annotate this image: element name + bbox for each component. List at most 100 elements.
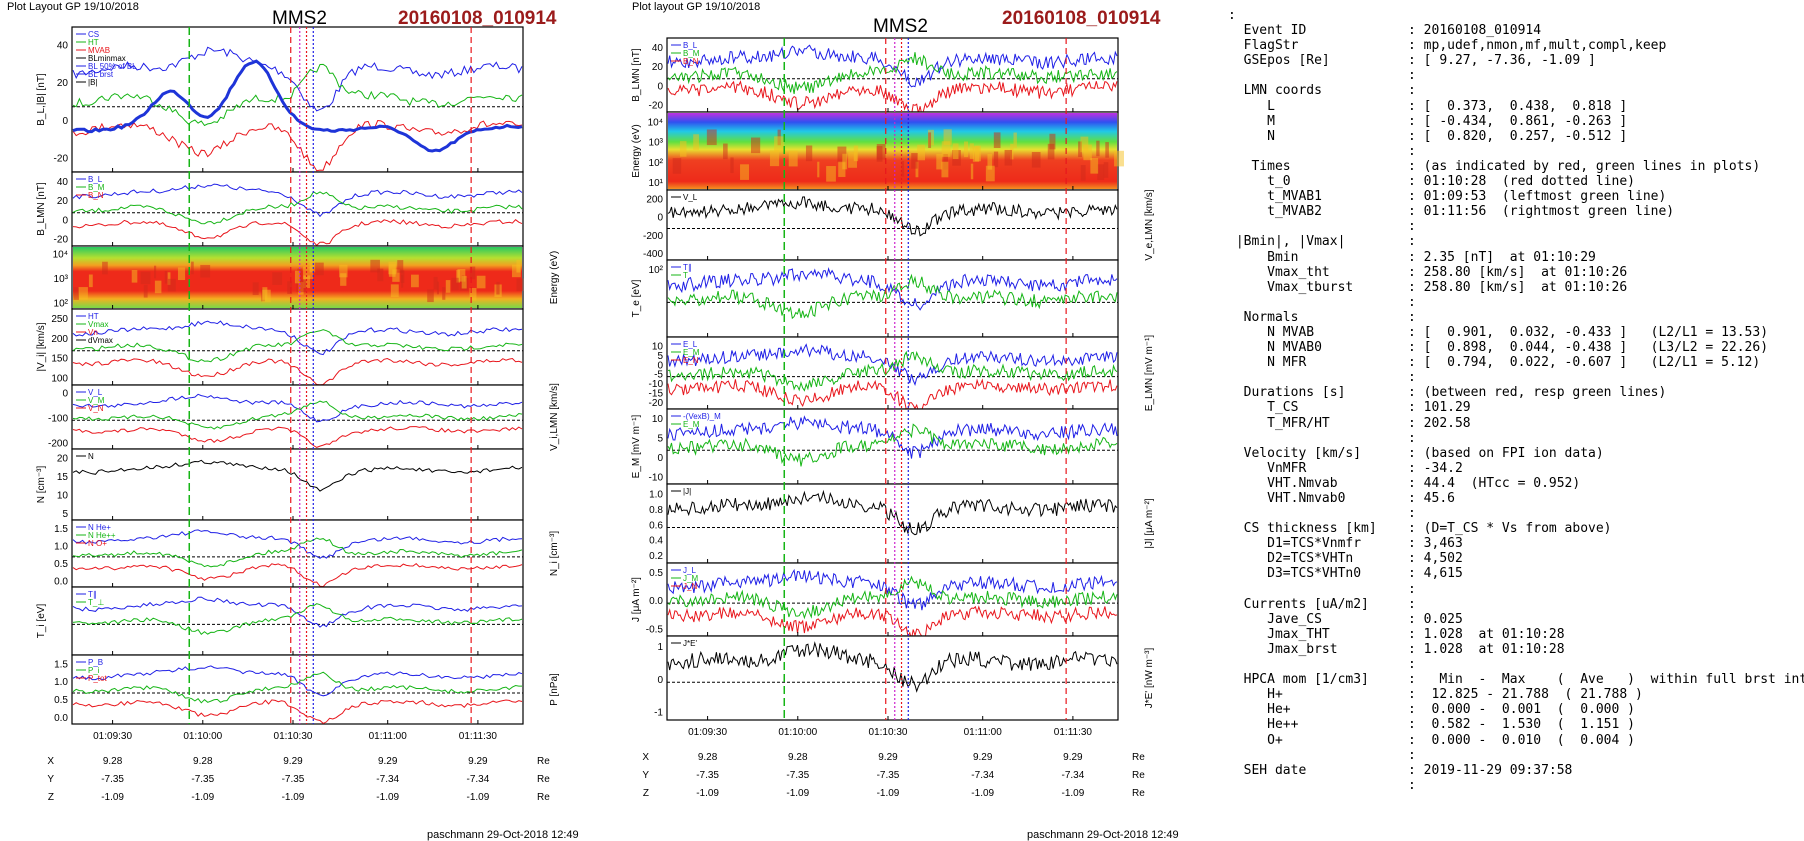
left-panel-1-legend-label: BL brst [88, 70, 114, 79]
middle-pos-value: -7.35 [877, 770, 900, 781]
middle-panel-5-series-3 [667, 378, 1118, 412]
middle-spectrogram-streak [838, 161, 846, 177]
middle-spectrogram-streak [1097, 164, 1105, 180]
middle-spectrogram-streak [915, 161, 919, 178]
left-panel-8-series-2 [72, 603, 523, 636]
left-spectrogram-streak [401, 275, 404, 288]
middle-panel-7-ylabel: |J| [μA m⁻²] [1144, 498, 1155, 548]
middle-header: Plot layout GP 19/10/2018 [632, 1, 761, 13]
left-spectrogram-streak [140, 271, 151, 285]
middle-spectrogram-streak [993, 132, 1001, 148]
left-spectrogram-streak [339, 264, 348, 278]
left-panel-7-ylabel: N_i [cm⁻³] [549, 531, 560, 577]
left-panel-7-series-1 [72, 529, 523, 559]
middle-spectrogram-streak [970, 163, 974, 180]
left-panel-2-series-2 [72, 190, 523, 225]
left-panel-5-series-3 [72, 426, 523, 448]
middle-spectrogram-streak [952, 143, 959, 160]
left-footer: paschmann 29-Oct-2018 12:49 [427, 829, 579, 841]
middle-spectrogram-streak [876, 146, 883, 162]
middle-spectrogram-streak [817, 161, 820, 178]
middle-pos-row-label: X [642, 752, 649, 763]
middle-panel-8-ytick: 0.5 [649, 568, 663, 579]
middle-panel-3-legend-label: V_L [683, 193, 698, 202]
middle-pos-value: -1.09 [1062, 788, 1085, 799]
middle-time-tick-label: 01:11:00 [964, 727, 1003, 738]
left-spectrogram-streak [340, 273, 347, 286]
left-panel-9-ytick: 1.0 [54, 677, 68, 688]
middle-panel-8-legend-label: J_M [683, 574, 698, 583]
left-panel-5-legend-label: V_M [88, 396, 105, 405]
left-spectrogram-streak [296, 279, 307, 293]
middle-spectrogram-streak [943, 129, 952, 145]
middle-spectrogram-streak [751, 137, 761, 154]
left-panel-5-legend-label: V_L [88, 388, 103, 397]
middle-pos-row-label: Y [642, 770, 649, 781]
left-time-tick-label: 01:10:00 [183, 731, 222, 742]
left-panel-6-ytick: 5 [62, 509, 68, 520]
middle-spectrogram-streak [1083, 144, 1092, 161]
left-spectrogram-streak [516, 278, 524, 292]
left-pos-row-label: Z [48, 792, 54, 803]
middle-panel-1-series-3 [667, 80, 1118, 118]
middle-spectrogram-streak [1078, 141, 1082, 158]
left-pos-value: -7.35 [282, 774, 305, 785]
left-pos-value: 9.29 [468, 756, 488, 767]
left-spectrogram-streak [469, 287, 477, 301]
left-pos-row-label: X [47, 756, 54, 767]
middle-pos-value: 9.29 [878, 752, 898, 763]
middle-time-tick-label: 01:10:00 [778, 727, 817, 738]
middle-panel-3-series-1 [667, 196, 1118, 237]
left-time-tick-label: 01:09:30 [93, 731, 132, 742]
left-panel-9-series-1 [72, 665, 523, 697]
left-time-tick-label: 01:10:30 [274, 731, 313, 742]
left-panel-4-ytick: 200 [51, 334, 68, 345]
left-panel-9-series-2 [72, 671, 522, 704]
left-panel-4-ytick: 100 [51, 373, 68, 384]
middle-panel-5-ytick: 0 [657, 360, 663, 371]
left-panel-8-legend-label: T∥ [88, 590, 97, 599]
middle-spectrogram-streak [928, 132, 932, 149]
middle-panel-1-legend-label: B_N [683, 57, 699, 66]
left-spectrogram-streak [370, 259, 380, 273]
middle-panel-8-ytick: 0.0 [649, 596, 663, 607]
left-spectrogram-streak [143, 284, 148, 298]
middle-panel-1-ytick: 0 [657, 81, 663, 92]
left-spectrogram-streak [200, 264, 211, 278]
middle-panel-6-series-1 [667, 415, 1118, 459]
left-panel-2-ylabel: B_LMN [nT] [36, 182, 47, 236]
middle-spectrogram-streak [1013, 132, 1017, 149]
middle-panel-7-series-1 [667, 489, 1118, 536]
middle-panel-9-ytick: -1 [654, 708, 663, 719]
left-panel-9-series-3 [72, 699, 523, 724]
middle-panel-8-series-2 [667, 575, 1118, 620]
middle-panel-9-series-1 [667, 641, 1118, 693]
middle-panel-4-ylabel: T_e [eV] [631, 279, 642, 317]
left-panel-2-legend-label: B_N [88, 191, 104, 200]
left-panel-5-ylabel: V_i,LMN [km/s] [549, 383, 560, 451]
left-spectrogram-streak [262, 289, 271, 303]
middle-panel-8-ytick: -0.5 [646, 625, 664, 636]
left-panel-6-ytick: 20 [57, 454, 69, 465]
left-spectrogram-streak [411, 274, 419, 288]
left-spectrogram-streak [73, 287, 79, 300]
left-pos-unit: Re [537, 792, 550, 803]
left-pos-value: -1.09 [101, 792, 124, 803]
middle-panel-5-ytick: -5 [654, 370, 663, 381]
left-spectrogram-streak [442, 287, 446, 300]
middle-spectrogram-streak [974, 145, 981, 162]
middle-pos-row-label: Z [643, 788, 649, 799]
left-panel-1-ytick: 20 [57, 78, 69, 89]
left-spectrogram-streak [388, 261, 397, 275]
middle-pos-unit: Re [1132, 770, 1145, 781]
left-panel-7-legend-label: N O+ [88, 539, 107, 548]
left-spectrogram-streak [167, 272, 171, 285]
left-spectrogram-streak [272, 272, 283, 285]
left-panel-1-series-1 [72, 46, 523, 112]
middle-pos-value: 9.28 [698, 752, 718, 763]
middle-spectrogram-streak [941, 161, 949, 178]
left-spectrogram-streak [496, 281, 500, 295]
left-panel-5-legend-label: V_N [88, 404, 104, 413]
middle-panel-9-ytick: 1 [657, 642, 663, 653]
left-panel-9-ytick: 0.0 [54, 713, 68, 724]
